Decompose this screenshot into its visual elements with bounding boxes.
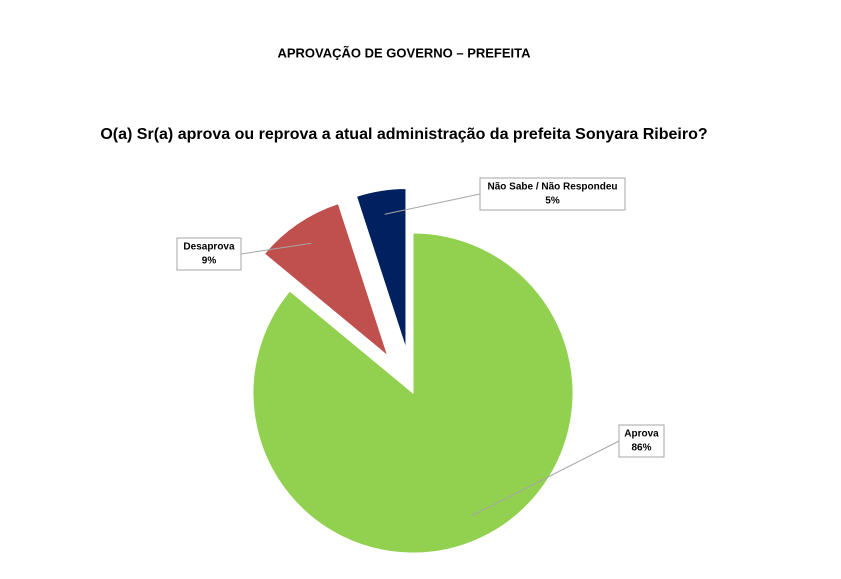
slice-label: Aprova <box>624 429 659 440</box>
pie-slice <box>263 202 389 358</box>
leader-line <box>240 242 312 255</box>
pie-slice <box>355 188 407 349</box>
label-box <box>618 424 665 458</box>
slice-value: 9% <box>202 256 217 267</box>
pie-slice <box>252 232 574 554</box>
chart-subtitle: O(a) Sr(a) aprova ou reprova a atual adm… <box>100 126 707 143</box>
slice-value: 5% <box>545 196 560 207</box>
chart-title: APROVAÇÃO DE GOVERNO – PREFEITA <box>277 45 531 60</box>
label-box <box>479 177 626 211</box>
slice-label: Não Sabe / Não Respondeu <box>487 182 617 193</box>
label-box <box>176 237 242 271</box>
leader-line <box>470 440 620 517</box>
slice-label: Desaprova <box>183 242 235 253</box>
slice-value: 86% <box>631 443 651 454</box>
leader-line <box>384 193 481 215</box>
